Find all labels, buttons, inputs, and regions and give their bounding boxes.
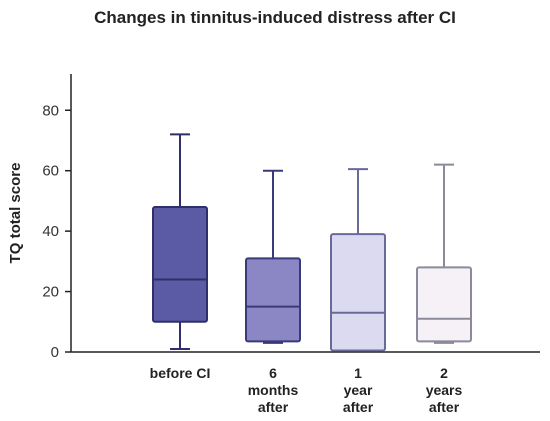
axes	[70, 74, 540, 353]
x-category-label-line: after	[258, 399, 289, 415]
y-ticks: 0 20 40 60 80	[42, 102, 71, 361]
box-group	[152, 133, 208, 350]
x-category-label-line: year	[344, 382, 373, 398]
x-category-label: 6 months after	[248, 365, 299, 415]
x-category-label-line: before CI	[150, 365, 211, 381]
x-category-label: 1 year after	[343, 365, 374, 415]
chart-title: Changes in tinnitus-induced distress aft…	[94, 8, 456, 27]
box-group	[416, 163, 472, 344]
box-iqr	[245, 257, 301, 343]
y-tick-label: 0	[51, 344, 59, 361]
box-iqr	[330, 233, 386, 352]
boxes	[152, 133, 472, 352]
x-category-label-line: after	[429, 399, 460, 415]
y-tick-label: 60	[42, 163, 59, 180]
x-category-label-line: 6	[269, 365, 277, 381]
y-tick-label: 80	[42, 102, 59, 119]
box-group	[330, 168, 386, 352]
x-category-label-line: months	[248, 382, 299, 398]
x-category-label-line: 1	[354, 365, 362, 381]
box-iqr	[416, 266, 472, 343]
x-category-label-line: 2	[440, 365, 448, 381]
x-category-label: before CI	[150, 365, 211, 381]
box-iqr	[152, 205, 208, 323]
y-axis-label: TQ total score	[7, 163, 24, 264]
y-tick-label: 40	[42, 223, 59, 240]
x-category-label-line: years	[426, 382, 463, 398]
y-tick-label: 20	[42, 284, 59, 301]
x-category-label-line: after	[343, 399, 374, 415]
box-group	[245, 169, 301, 344]
x-category-label: 2 years after	[426, 365, 463, 415]
